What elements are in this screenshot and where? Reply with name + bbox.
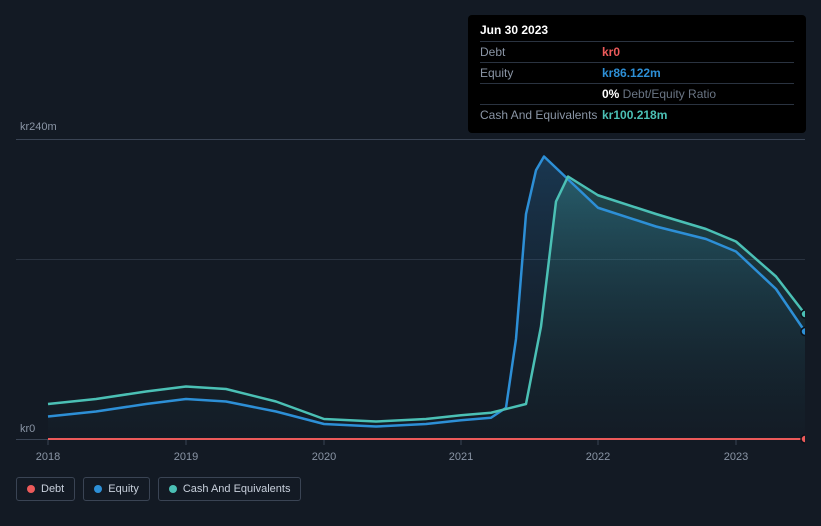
tooltip-row-ratio: 0% Debt/Equity Ratio: [480, 83, 794, 104]
tooltip-label: Equity: [480, 66, 602, 80]
legend-item-cash[interactable]: Cash And Equivalents: [158, 477, 302, 501]
tooltip-row-equity: Equity kr86.122m: [480, 62, 794, 83]
tooltip-row-debt: Debt kr0: [480, 41, 794, 62]
x-axis-label: 2020: [312, 451, 336, 463]
tooltip-value: kr100.218m: [602, 108, 794, 122]
chart-legend: Debt Equity Cash And Equivalents: [16, 477, 301, 501]
y-axis-label-top: kr240m: [20, 121, 57, 133]
chart-tooltip: Jun 30 2023 Debt kr0 Equity kr86.122m 0%…: [468, 15, 806, 133]
tooltip-date: Jun 30 2023: [480, 23, 794, 41]
tooltip-row-cash: Cash And Equivalents kr100.218m: [480, 104, 794, 125]
x-axis-label: 2023: [724, 451, 748, 463]
tooltip-label: Cash And Equivalents: [480, 108, 602, 122]
legend-dot-icon: [94, 485, 102, 493]
ratio-pct: 0%: [602, 87, 619, 101]
legend-item-debt[interactable]: Debt: [16, 477, 75, 501]
tooltip-value: kr86.122m: [602, 66, 794, 80]
legend-item-equity[interactable]: Equity: [83, 477, 150, 501]
legend-dot-icon: [169, 485, 177, 493]
x-axis-label: 2022: [586, 451, 610, 463]
tooltip-value: 0% Debt/Equity Ratio: [602, 87, 794, 101]
legend-label: Equity: [108, 483, 139, 495]
x-axis-label: 2021: [449, 451, 473, 463]
tooltip-label: Debt: [480, 45, 602, 59]
legend-label: Debt: [41, 483, 64, 495]
chart-area[interactable]: kr240m kr0 2018 2019 2020 2021 2022 2023…: [16, 125, 805, 505]
legend-dot-icon: [27, 485, 35, 493]
x-axis-label: 2019: [174, 451, 198, 463]
tooltip-value: kr0: [602, 45, 794, 59]
tooltip-label: [480, 87, 602, 101]
x-axis-label: 2018: [36, 451, 60, 463]
legend-label: Cash And Equivalents: [183, 483, 291, 495]
ratio-text: Debt/Equity Ratio: [619, 87, 716, 101]
chart-svg: [16, 139, 805, 459]
